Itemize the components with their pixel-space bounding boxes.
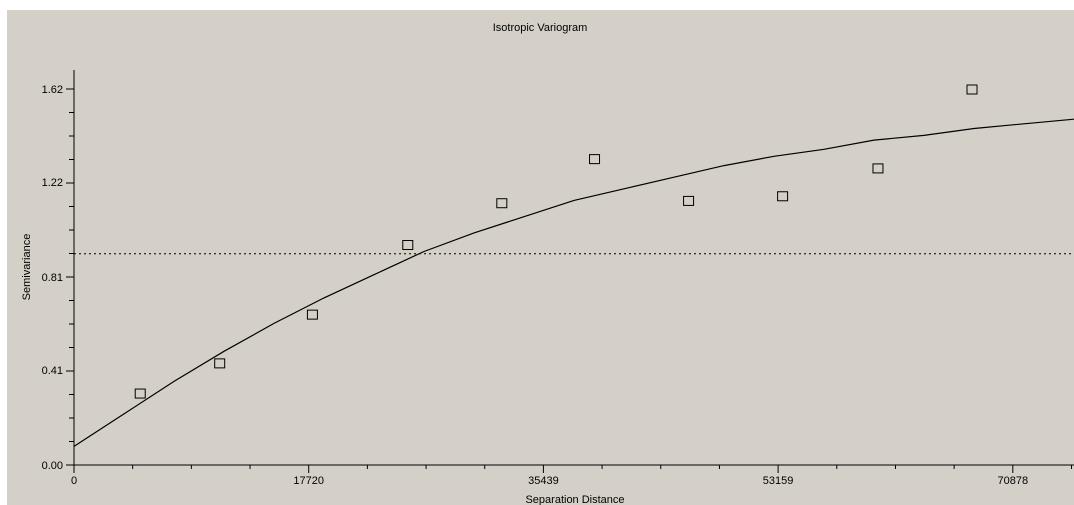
data-point xyxy=(402,240,414,251)
y-tick-label: 1.22 xyxy=(42,177,63,189)
y-ticks: 0.00 0.41 0.81 1.22 1.62 xyxy=(42,84,74,472)
y-tick-label: 1.62 xyxy=(42,84,63,96)
data-point xyxy=(214,358,226,369)
chart-panel xyxy=(7,10,1074,505)
data-points xyxy=(134,84,978,399)
x-axis-label: Separation Distance xyxy=(525,494,624,505)
x-tick-label: 70878 xyxy=(997,475,1028,487)
x-ticks: 0 17720 35439 53159 70878 xyxy=(71,465,1072,487)
data-point xyxy=(134,388,146,399)
y-tick-label: 0.00 xyxy=(42,460,63,472)
x-tick-label: 17720 xyxy=(293,475,324,487)
chart-title: Isotropic Variogram xyxy=(493,22,588,34)
y-tick-label: 0.81 xyxy=(42,272,63,284)
x-tick-label: 53159 xyxy=(763,475,794,487)
data-point xyxy=(683,195,695,206)
x-tick-label: 35439 xyxy=(528,475,559,487)
data-point xyxy=(589,154,601,165)
data-point xyxy=(777,191,789,202)
data-point xyxy=(496,198,508,209)
data-point xyxy=(872,163,884,174)
x-tick-label: 0 xyxy=(71,475,77,487)
y-axis-label: Semivariance xyxy=(21,234,33,301)
model-curve xyxy=(73,118,1074,447)
data-point xyxy=(966,84,978,95)
data-point xyxy=(306,309,318,320)
y-tick-label: 0.41 xyxy=(42,365,63,377)
